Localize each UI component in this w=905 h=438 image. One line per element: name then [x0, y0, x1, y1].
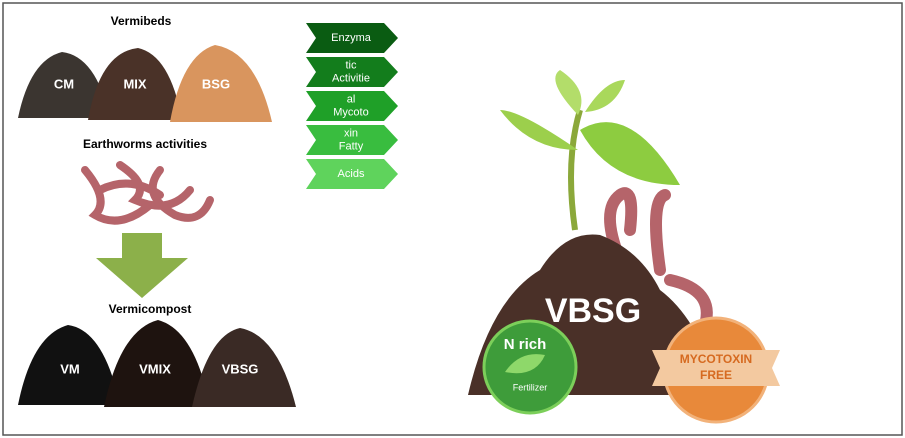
arrow-label: Acids: [338, 168, 365, 180]
vermicompost-title: Vermicompost: [109, 302, 192, 316]
vermibed-label: CM: [54, 76, 74, 91]
arrow-label: tic: [346, 59, 358, 71]
vermicompost-label: VMIX: [139, 361, 171, 376]
diagram: Vermibeds CM MIX BSG Earthworms activiti…: [0, 0, 905, 438]
badge-title: MYCOTOXIN: [680, 352, 752, 366]
vermibed-label: BSG: [202, 76, 230, 91]
arrow-label: Mycoto: [333, 106, 368, 118]
vermicompost-label: VBSG: [222, 361, 259, 376]
arrow-label: al: [347, 93, 356, 105]
vermibeds-title: Vermibeds: [111, 14, 172, 28]
badge-subtitle: FREE: [700, 368, 732, 382]
badge-subtitle: Fertilizer: [513, 382, 548, 392]
arrow-label: Fatty: [339, 140, 364, 152]
product-label: VBSG: [545, 292, 641, 330]
arrow-label: Activitie: [332, 72, 370, 84]
process-label: Earthworms activities: [83, 137, 207, 151]
arrow-label: xin: [344, 127, 358, 139]
arrow-label: Enzyma: [331, 32, 372, 44]
badge-title: N rich: [504, 336, 547, 353]
vermibed-label: MIX: [123, 76, 146, 91]
vermicompost-label: VM: [60, 361, 80, 376]
